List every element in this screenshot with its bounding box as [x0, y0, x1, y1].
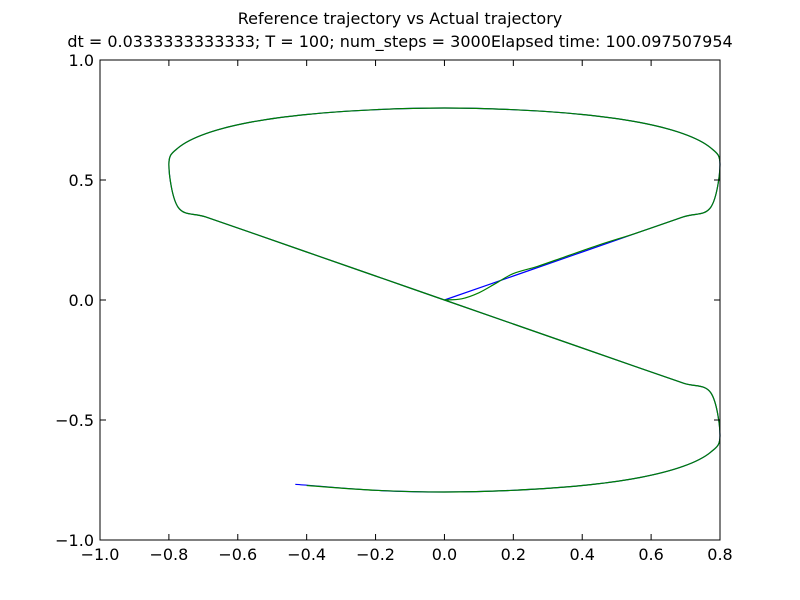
x-tick-label: 0.6 [638, 545, 663, 564]
x-tick-label: −0.8 [149, 545, 188, 564]
tick-layer: −1.0 −0.8 −0.6 −0.4 −0.2 0.0 0.2 0.4 0.6 0.8 1.0 0.… [55, 51, 733, 564]
chart-title: Reference trajectory vs Actual trajector… [237, 9, 563, 28]
y-tick-label: 1.0 [69, 51, 94, 70]
y-tick-label: −0.5 [55, 411, 94, 430]
chart-subtitle: dt = 0.0333333333333; T = 100; num_steps… [67, 32, 733, 51]
series-line-1 [168, 107, 721, 493]
y-tick-label: −1.0 [55, 531, 94, 550]
x-tick-label: 0.8 [707, 545, 732, 564]
x-tick-label: −0.4 [287, 545, 326, 564]
x-tick-label: 0.2 [501, 545, 526, 564]
x-tick-label: 0.4 [569, 545, 594, 564]
series-layer [168, 107, 721, 493]
y-tick-label: 0.0 [69, 291, 94, 310]
axes-frame [99, 59, 721, 541]
y-tick-label: 0.5 [69, 171, 94, 190]
x-tick-label: 0.0 [432, 545, 457, 564]
x-tick-label: −1.0 [81, 545, 120, 564]
x-tick-label: −0.6 [218, 545, 257, 564]
x-tick-label: −0.2 [356, 545, 395, 564]
